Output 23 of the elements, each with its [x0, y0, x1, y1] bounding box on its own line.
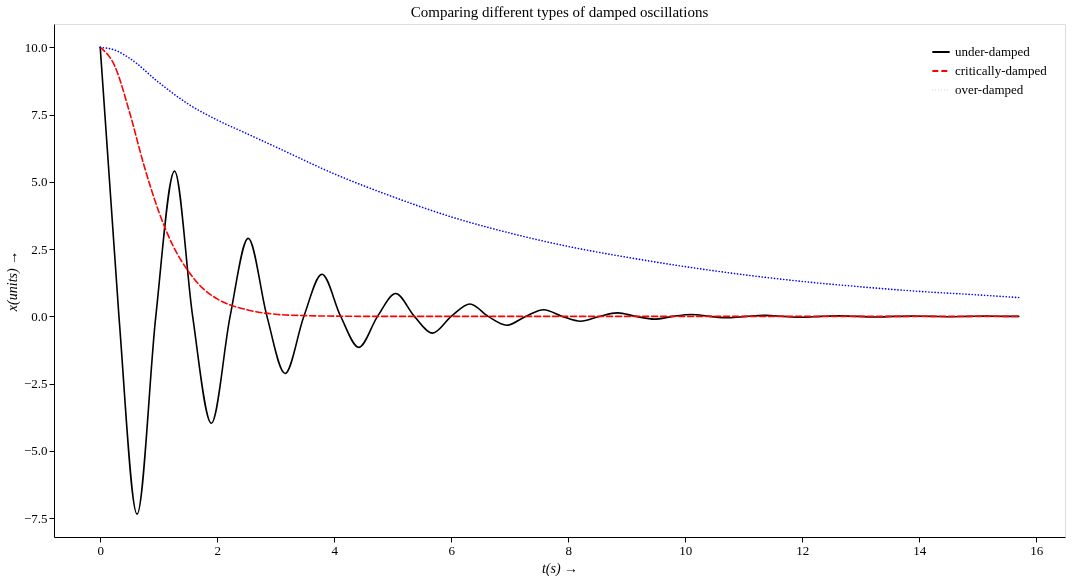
x-tick-label: 10 — [679, 542, 693, 558]
legend-label: critically-damped — [955, 63, 1048, 78]
y-tick-label: 7.5 — [31, 107, 48, 123]
x-tick-label: 0 — [97, 542, 104, 558]
x-tick-label: 4 — [331, 542, 339, 558]
x-tick-label: 2 — [214, 542, 221, 558]
x-tick-label: 12 — [796, 542, 810, 558]
x-axis-title: t(s) → — [541, 560, 579, 577]
x-tick-label: 8 — [565, 542, 573, 558]
legend-label: under-damped — [955, 44, 1031, 59]
y-tick-label: 0.0 — [31, 308, 48, 324]
y-tick-label: −2.5 — [23, 376, 48, 392]
x-tick-label: 14 — [913, 542, 927, 558]
y-tick-label: −7.5 — [23, 510, 48, 526]
legend-label: over-damped — [955, 82, 1024, 97]
y-tick-label: 5.0 — [31, 174, 48, 190]
chart-title: Comparing different types of damped oscillations — [410, 4, 709, 20]
y-axis-title: x(units) → — [4, 250, 21, 313]
x-tick-label: 6 — [448, 542, 456, 558]
y-tick-label: 2.5 — [31, 241, 48, 257]
y-tick-label: −5.0 — [23, 443, 48, 459]
y-tick-label: 10.0 — [24, 39, 48, 55]
x-tick-label: 16 — [1030, 542, 1044, 558]
